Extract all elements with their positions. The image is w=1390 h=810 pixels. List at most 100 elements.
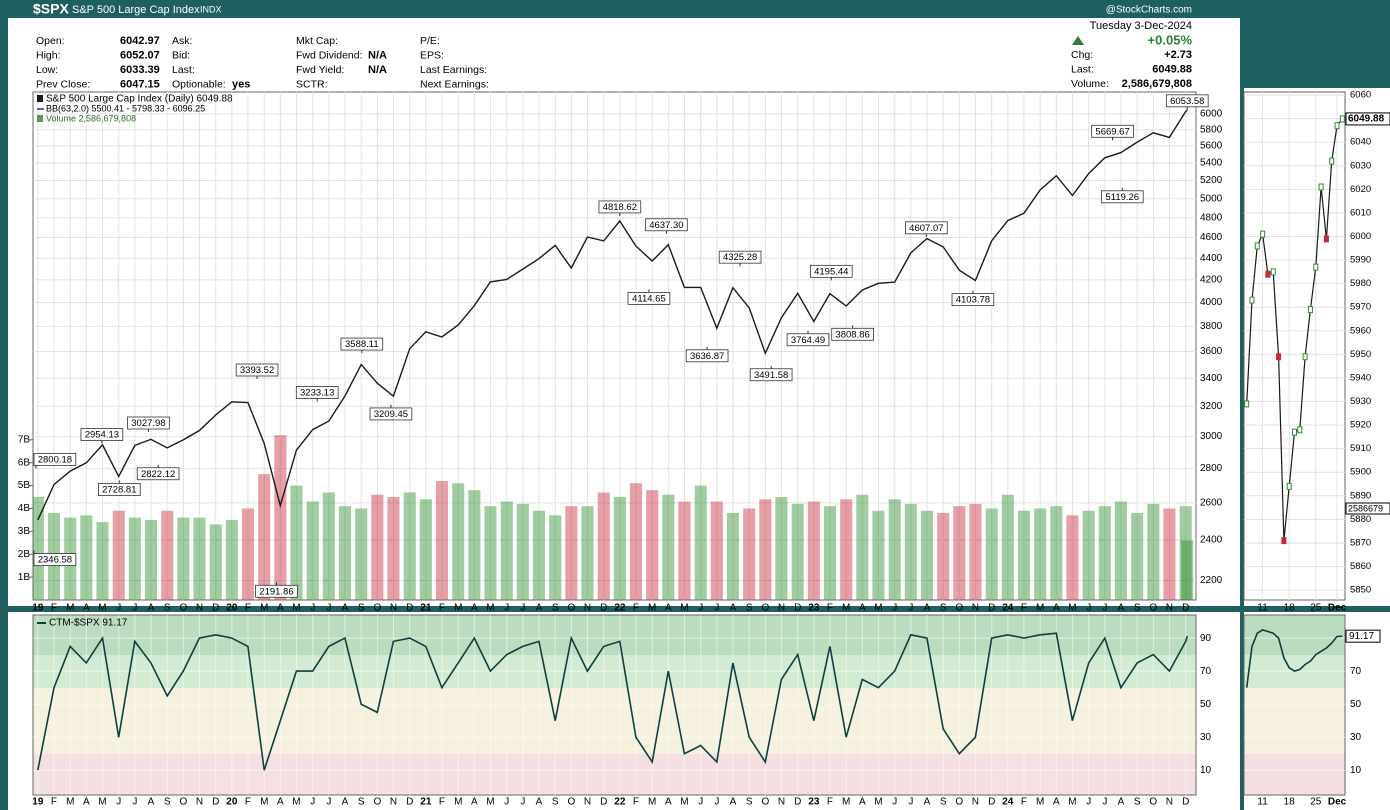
annotation-box [127,416,170,430]
x-tick-label: A [1053,603,1060,614]
legend-volume: Volume 2,586,679,808 [46,113,136,123]
x-tick-label: 18 [1284,797,1296,808]
x-tick-label: J [1086,603,1091,614]
x-tick-label: A [83,797,90,808]
y-tick-label: 5850 [1350,585,1371,596]
exchange: INDX [200,4,222,14]
x-tick-label: M [1068,797,1076,808]
volume-bar [355,508,368,600]
x-tick-label: A [277,797,284,808]
x-tick-label: 11 [1257,797,1268,808]
inset-candle [1339,115,1345,123]
annotation-label: 3808.86 [835,329,869,340]
x-tick-label: Dec [1328,797,1347,808]
field-label: Ask: [172,35,192,47]
inset-candle [1313,263,1319,271]
x-tick-label: O [955,797,963,808]
annotation-label: 4607.07 [909,223,943,234]
field-value: 6042.97 [120,35,160,47]
y-tick-label: 70 [1350,666,1362,677]
volume-bar [985,508,998,600]
x-tick-label: F [51,603,57,614]
volume-bar [435,481,448,600]
inset-candle [1286,482,1292,490]
x-tick-label: A [924,603,931,614]
x-tick-label: M [874,797,882,808]
y-tick-label: 5940 [1350,372,1371,383]
volume-bar [177,517,190,600]
field-label: Last: [1071,63,1094,75]
inset-candle [1307,306,1313,314]
x-tick-label: 21 [420,603,432,614]
y-tick-label: 3000 [1200,431,1223,442]
annotation-label: 4325.28 [723,252,757,263]
field-label: Bid: [172,49,190,61]
annotation-label: 3027.98 [131,418,165,429]
volume-bar [468,490,481,600]
y-tick-label: 3600 [1200,346,1223,357]
x-tick-label: 19 [32,603,44,614]
field-label: SCTR: [296,78,328,90]
inset-candle [1254,242,1260,250]
x-tick-label: O [373,797,381,808]
annotation-label: 5669.67 [1095,126,1129,137]
y-tick-label: 6010 [1350,207,1371,218]
legend-ctm: CTM-$SPX 91.17 [49,618,128,629]
volume-bar [597,492,610,600]
annotation-label: 5119.26 [1105,192,1139,203]
volume-bar [128,517,141,600]
x-tick-label: D [988,797,995,808]
volume-bar [662,494,675,600]
y-tick-label: 50 [1200,699,1212,710]
annotation-label: 3209.45 [374,409,408,420]
volume-bar [549,515,562,600]
y-tick-label: 5600 [1200,141,1223,152]
x-tick-label: S [164,797,171,808]
volume-bar [726,513,739,600]
x-tick-label: 20 [226,603,238,614]
x-tick-label: M [292,603,300,614]
field-value: 6033.39 [120,64,160,76]
volume-bar [791,503,804,600]
volume-bar [920,510,933,600]
x-tick-label: A [1118,797,1125,808]
x-tick-label: 18 [1284,603,1296,614]
volume-bar [888,499,901,600]
annotation-box [33,452,77,466]
x-tick-label: J [116,797,121,808]
x-tick-label: N [390,603,397,614]
field-value: 6052.07 [120,49,160,61]
x-tick-label: S [552,603,559,614]
field-value: N/A [368,64,387,76]
x-tick-label: M [648,603,656,614]
y-tick-label: 7B [18,434,31,445]
date: Tuesday 3-Dec-2024 [1090,20,1192,32]
y-tick-label: 5400 [1200,158,1223,169]
inset-ctm-line [1245,629,1343,688]
annotation-box [340,337,384,351]
annotation-label: 3636.87 [690,351,724,362]
x-tick-label: J [1102,797,1107,808]
legend-swatch [37,95,43,102]
y-tick-label: 5890 [1350,490,1371,501]
x-tick-label: M [486,603,494,614]
x-tick-label: D [406,603,413,614]
y-tick-label: 4800 [1200,212,1223,223]
x-tick-label: N [390,797,397,808]
grid [33,92,1196,795]
annotation-box [98,482,141,496]
volume-bar [710,501,723,600]
field-label: Last Earnings: [420,64,487,76]
volume-bar [1082,510,1095,600]
inset-candle [1244,400,1250,408]
x-tick-label: J [698,797,703,808]
annotation-box [831,327,874,341]
inset-candle [1323,235,1329,243]
volume-bar [1179,506,1192,600]
x-tick-label: F [245,797,251,808]
x-tick-label: A [859,797,866,808]
x-tick-label: N [1166,797,1173,808]
x-tick-label: 20 [226,797,238,808]
inset-ctm-frame [1243,614,1346,796]
